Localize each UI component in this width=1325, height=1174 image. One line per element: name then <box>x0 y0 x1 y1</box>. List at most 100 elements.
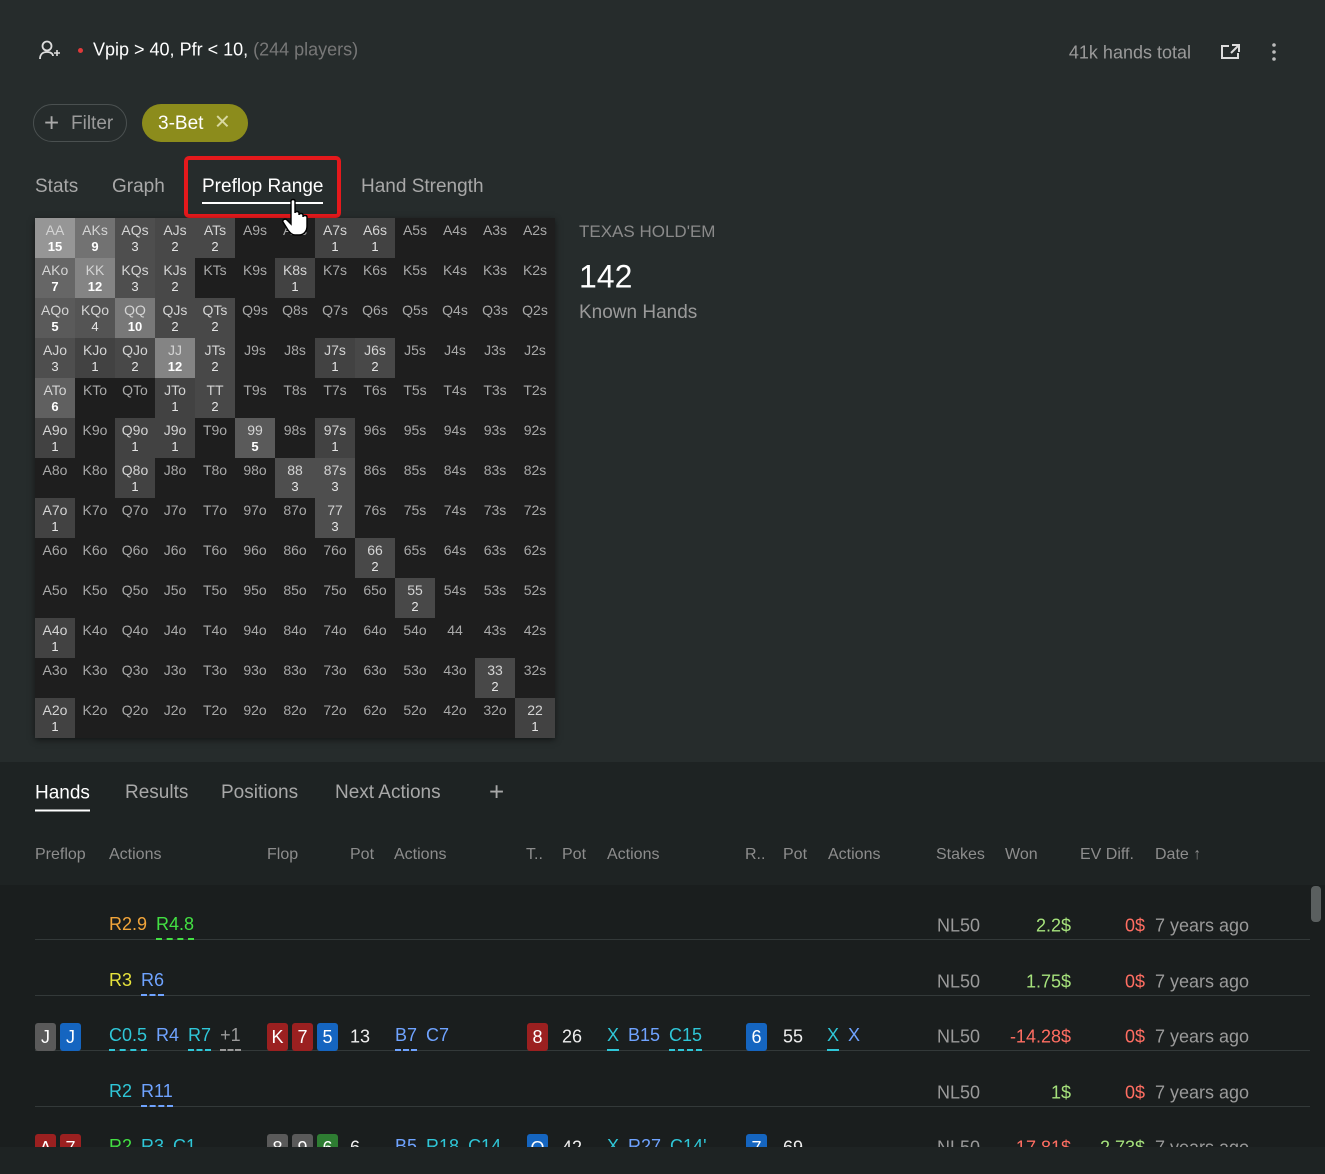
action[interactable]: R3 <box>109 969 133 990</box>
action[interactable]: +1 <box>220 1025 241 1051</box>
action[interactable]: X <box>607 1025 620 1051</box>
export-button[interactable] <box>1220 43 1242 61</box>
range-cell: 84o <box>275 618 315 658</box>
chip-label: 3-Bet <box>158 113 204 134</box>
tab[interactable]: Hand Strength <box>361 176 484 197</box>
range-grid: AA15AKs9AQs3AJs2ATs2A9sA8sA7s1A6s1A5sA4s… <box>35 218 555 738</box>
hand-label: 64s <box>443 542 467 558</box>
range-cell: J2s <box>515 338 555 378</box>
range-cell: Q7s <box>315 298 355 338</box>
range-cell: 87s 3 <box>315 458 355 498</box>
column-header[interactable]: T.. <box>526 846 543 863</box>
action[interactable]: C15 <box>669 1025 703 1051</box>
bottom-tab[interactable]: Hands <box>35 783 90 812</box>
column-header[interactable]: Won <box>1005 846 1038 863</box>
hand-label: Q6s <box>362 302 388 318</box>
column-header[interactable]: R.. <box>745 846 766 863</box>
bottom-tab[interactable]: Positions <box>221 782 299 803</box>
tab[interactable]: Preflop Range <box>202 176 324 204</box>
action[interactable]: X <box>848 1025 861 1045</box>
range-cell: A6s 1 <box>355 218 395 258</box>
action[interactable]: R3 <box>141 1136 165 1147</box>
column-header[interactable]: Pot <box>562 846 587 863</box>
hand-label: J7s <box>324 342 346 358</box>
hand-count: 2 <box>411 599 419 614</box>
action[interactable]: R7 <box>188 1025 212 1051</box>
tab[interactable]: Graph <box>112 176 165 197</box>
table-row[interactable]: A7R2R3C18966B5R18C14Q42XR27C14'769NL50-1… <box>0 1107 1310 1147</box>
actions: R2 R11 <box>109 1081 182 1107</box>
column-header[interactable]: Actions <box>109 846 162 863</box>
range-cell: 72s <box>515 498 555 538</box>
action[interactable]: B5 <box>395 1136 418 1147</box>
column-header[interactable]: Pot <box>783 846 808 863</box>
ev-diff: 0$ <box>1124 915 1145 936</box>
hand-count: 1 <box>131 479 139 494</box>
table-row[interactable]: R2.9 R4.8 NL50 2.2$ 0$ 7 years ago <box>0 885 1310 940</box>
menu-button[interactable] <box>1270 42 1278 62</box>
column-header[interactable]: Actions <box>828 846 881 863</box>
action[interactable]: B7 <box>395 1025 418 1051</box>
range-cell: JTs 2 <box>195 338 235 378</box>
hand-count: 1 <box>331 359 339 374</box>
hand-label: A2o <box>42 702 68 718</box>
column-header[interactable]: EV Diff. <box>1080 846 1134 863</box>
hand-label: K8s <box>282 262 308 278</box>
column-header[interactable]: Stakes <box>936 846 985 863</box>
action[interactable]: R4 <box>156 1025 180 1045</box>
action[interactable]: X <box>827 1025 840 1051</box>
action[interactable]: B15 <box>628 1025 661 1045</box>
range-cell: Q9o 1 <box>115 418 155 458</box>
hand-label: 83o <box>283 662 307 678</box>
column-header[interactable]: Flop <box>267 846 299 863</box>
action[interactable]: R2 <box>109 1080 133 1101</box>
action[interactable]: C14' <box>670 1136 707 1147</box>
action[interactable]: R18 <box>426 1136 460 1147</box>
hand-label: K9s <box>242 262 268 278</box>
range-cell: 75o <box>315 578 355 618</box>
hand-label: T9o <box>202 422 228 438</box>
action[interactable]: C0.5 <box>109 1025 148 1051</box>
column-header[interactable]: Date ↑ <box>1155 846 1202 863</box>
bottom-tab[interactable]: + <box>489 776 505 807</box>
range-cell: K6o <box>75 538 115 578</box>
action[interactable]: C1 <box>173 1136 197 1147</box>
hand-count: 12 <box>87 279 103 294</box>
hand-label: KJs <box>163 262 187 278</box>
table-row[interactable]: R3 R6 NL50 1.75$ 0$ 7 years ago <box>0 941 1310 996</box>
range-cell: 32s <box>515 658 555 698</box>
column-header[interactable]: Preflop <box>35 846 86 863</box>
table-row[interactable]: R2 R11 NL50 1$ 0$ 7 years ago <box>0 1052 1310 1107</box>
row-separator <box>35 1105 1310 1107</box>
column-header[interactable]: Actions <box>607 846 660 863</box>
add-filter-button[interactable]: + Filter <box>33 104 127 142</box>
filter-chip[interactable]: 3-Bet ✕ <box>142 104 248 142</box>
scrollbar[interactable] <box>1311 886 1321 922</box>
action[interactable]: C14 <box>468 1136 502 1147</box>
column-header[interactable]: Actions <box>394 846 447 863</box>
action[interactable]: R27 <box>628 1136 662 1147</box>
action[interactable]: C7 <box>426 1025 450 1045</box>
action[interactable]: R11 <box>141 1081 173 1107</box>
action[interactable]: R2 <box>109 1136 133 1147</box>
bottom-tab[interactable]: Results <box>125 782 189 803</box>
hand-label: KQs <box>121 262 149 278</box>
action[interactable]: R2.9 <box>109 914 148 934</box>
table-row[interactable]: J J C0.5 R4 R7 +1 K 7 5 13 B7 C7 8 26 X B15 C15 6 55 X X NL50… <box>0 996 1310 1051</box>
action[interactable]: R6 <box>141 970 165 996</box>
ev-diff: 0$ <box>1124 971 1145 991</box>
range-cell: 76s <box>355 498 395 538</box>
hand-label: A3o <box>42 662 68 678</box>
range-cell: T7o <box>195 498 235 538</box>
bottom-tab[interactable]: Next Actions <box>335 782 441 803</box>
action[interactable]: X <box>607 1136 620 1147</box>
hand-label: 55 <box>407 582 423 598</box>
stakes: NL50 <box>937 915 981 936</box>
tab[interactable]: Stats <box>35 176 79 197</box>
action[interactable]: R4.8 <box>156 914 195 940</box>
hand-count: 1 <box>171 399 179 414</box>
players-icon[interactable] <box>38 40 62 62</box>
range-cell: T6s <box>355 378 395 418</box>
hand-label: 93o <box>243 662 267 678</box>
column-header[interactable]: Pot <box>350 846 375 863</box>
